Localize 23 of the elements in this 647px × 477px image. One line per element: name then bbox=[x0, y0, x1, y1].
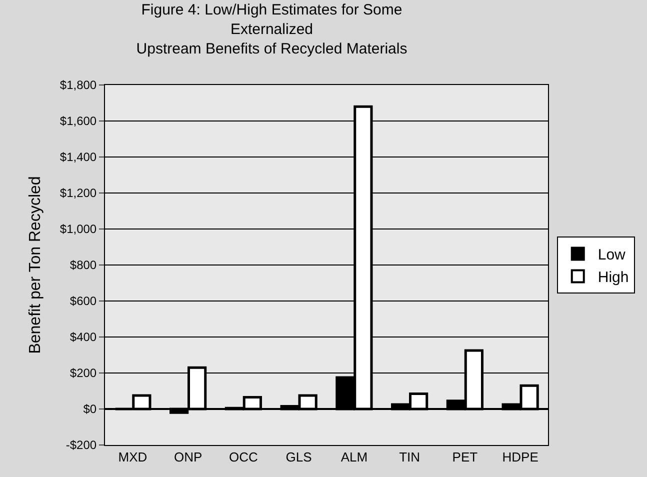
x-tick-label: HDPE bbox=[502, 450, 539, 465]
legend-label: High bbox=[598, 269, 629, 286]
x-tick-label: PET bbox=[452, 450, 478, 465]
y-tick-label: $1,000 bbox=[60, 222, 97, 236]
x-tick-label: ALM bbox=[340, 450, 368, 465]
x-tick-label: TIN bbox=[399, 450, 420, 465]
x-tick-label: ONP bbox=[174, 450, 202, 465]
y-tick-label: $200 bbox=[70, 366, 97, 380]
x-tick-label: OCC bbox=[228, 450, 258, 465]
x-tick-label: MXD bbox=[118, 450, 148, 465]
y-tick-label: $800 bbox=[70, 258, 97, 272]
y-axis-title: Benefit per Ton Recycled bbox=[26, 176, 44, 354]
y-tick-label: $1,600 bbox=[60, 114, 97, 128]
chart-title: Figure 4: Low/High Estimates for Some Externalized Upstream Benefits of Recycled Materials bbox=[136, 1, 408, 58]
x-tick-label: GLS bbox=[286, 450, 312, 465]
y-tick-label: $0 bbox=[83, 402, 97, 416]
y-tick-label: $400 bbox=[70, 330, 97, 344]
y-tick-label: $600 bbox=[70, 294, 97, 308]
y-tick-label: -$200 bbox=[66, 438, 97, 452]
y-tick-label: $1,800 bbox=[60, 78, 97, 92]
legend-label: Low bbox=[598, 246, 626, 264]
y-tick-label: $1,400 bbox=[60, 150, 97, 164]
y-tick-label: $1,200 bbox=[60, 186, 97, 200]
